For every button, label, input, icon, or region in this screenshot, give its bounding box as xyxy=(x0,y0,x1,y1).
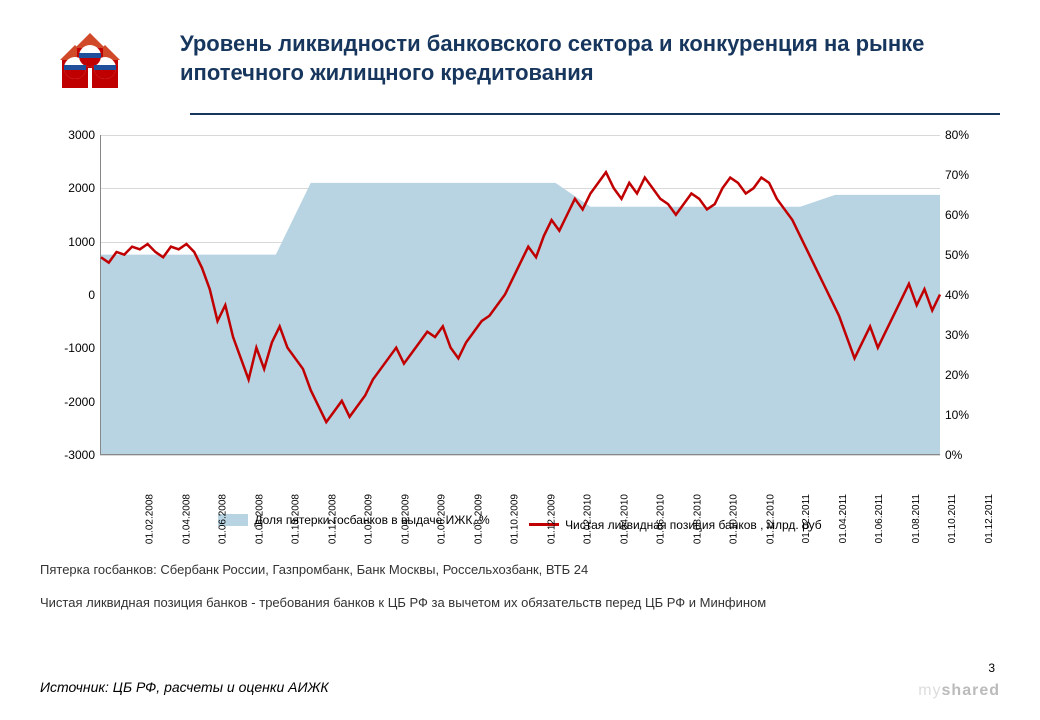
y-right-tick: 20% xyxy=(945,368,1000,382)
x-tick-label: 01.02.2011 xyxy=(801,494,812,543)
y-right-tick: 30% xyxy=(945,328,1000,342)
y-left-tick: -1000 xyxy=(40,341,95,355)
x-tick-label: 01.06.2011 xyxy=(874,494,885,543)
y-left-tick: 1000 xyxy=(40,235,95,249)
y-right-tick: 10% xyxy=(945,408,1000,422)
header-rule xyxy=(190,113,1000,115)
x-tick-label: 01.12.2011 xyxy=(984,494,995,543)
x-tick-label: 01.06.2009 xyxy=(437,494,448,544)
x-tick-label: 01.12.2008 xyxy=(327,494,338,544)
x-tick-label: 01.04.2009 xyxy=(400,494,411,544)
x-tick-label: 01.10.2010 xyxy=(729,494,740,544)
y-right-tick: 70% xyxy=(945,168,1000,182)
x-tick-label: 01.02.2009 xyxy=(364,494,375,544)
y-left-tick: 0 xyxy=(40,288,95,302)
legend-item-line: Чистая ликвидная позиция банков , млрд. … xyxy=(529,518,822,532)
x-tick-label: 01.06.2010 xyxy=(656,494,667,544)
y-left-tick: 3000 xyxy=(40,128,95,142)
x-tick-label: 01.10.2008 xyxy=(291,494,302,544)
y-left-tick: -3000 xyxy=(40,448,95,462)
x-tick-label: 01.02.2008 xyxy=(145,494,156,544)
x-tick-label: 01.04.2011 xyxy=(838,494,849,543)
x-tick-label: 01.08.2010 xyxy=(692,494,703,544)
chart: 3000 2000 1000 0 -1000 -2000 -3000 80% 70% 60% 50… xyxy=(40,125,1000,505)
x-tick-label: 01.06.2008 xyxy=(218,494,229,544)
watermark-bold: shared xyxy=(942,682,1000,699)
x-tick-label: 01.02.2010 xyxy=(583,494,594,544)
plot-area xyxy=(100,135,940,455)
x-tick-label: 01.04.2010 xyxy=(619,494,630,544)
x-tick-label: 01.12.2009 xyxy=(546,494,557,544)
footnotes: Пятерка госбанков: Сбербанк России, Газп… xyxy=(40,562,1000,610)
y-right-tick: 40% xyxy=(945,288,1000,302)
x-axis-labels: 01.02.200801.04.200801.06.200801.08.2008… xyxy=(100,455,940,505)
x-tick-label: 01.10.2009 xyxy=(510,494,521,544)
y-left-tick: -2000 xyxy=(40,395,95,409)
x-tick-label: 01.04.2008 xyxy=(181,494,192,544)
footnote-1: Пятерка госбанков: Сбербанк России, Газп… xyxy=(40,562,1000,577)
page-number: 3 xyxy=(988,661,995,675)
page-title: Уровень ликвидности банковского сектора … xyxy=(180,30,1000,87)
x-tick-label: 01.08.2008 xyxy=(254,494,265,544)
y-right-tick: 50% xyxy=(945,248,1000,262)
watermark: myshared xyxy=(918,682,1000,700)
y-left-tick: 2000 xyxy=(40,181,95,195)
x-tick-label: 01.10.2011 xyxy=(947,494,958,543)
x-tick-label: 01.12.2010 xyxy=(765,494,776,544)
x-tick-label: 01.08.2009 xyxy=(473,494,484,544)
y-right-tick: 0% xyxy=(945,448,1000,462)
area-series xyxy=(101,183,940,454)
x-tick-label: 01.08.2011 xyxy=(911,494,922,543)
footnote-2: Чистая ликвидная позиция банков - требов… xyxy=(40,595,1000,610)
watermark-plain: my xyxy=(918,682,941,699)
logo xyxy=(40,30,140,100)
source-text: Источник: ЦБ РФ, расчеты и оценки АИЖК xyxy=(40,679,329,695)
y-right-tick: 60% xyxy=(945,208,1000,222)
header: Уровень ликвидности банковского сектора … xyxy=(0,0,1040,105)
y-right-tick: 80% xyxy=(945,128,1000,142)
